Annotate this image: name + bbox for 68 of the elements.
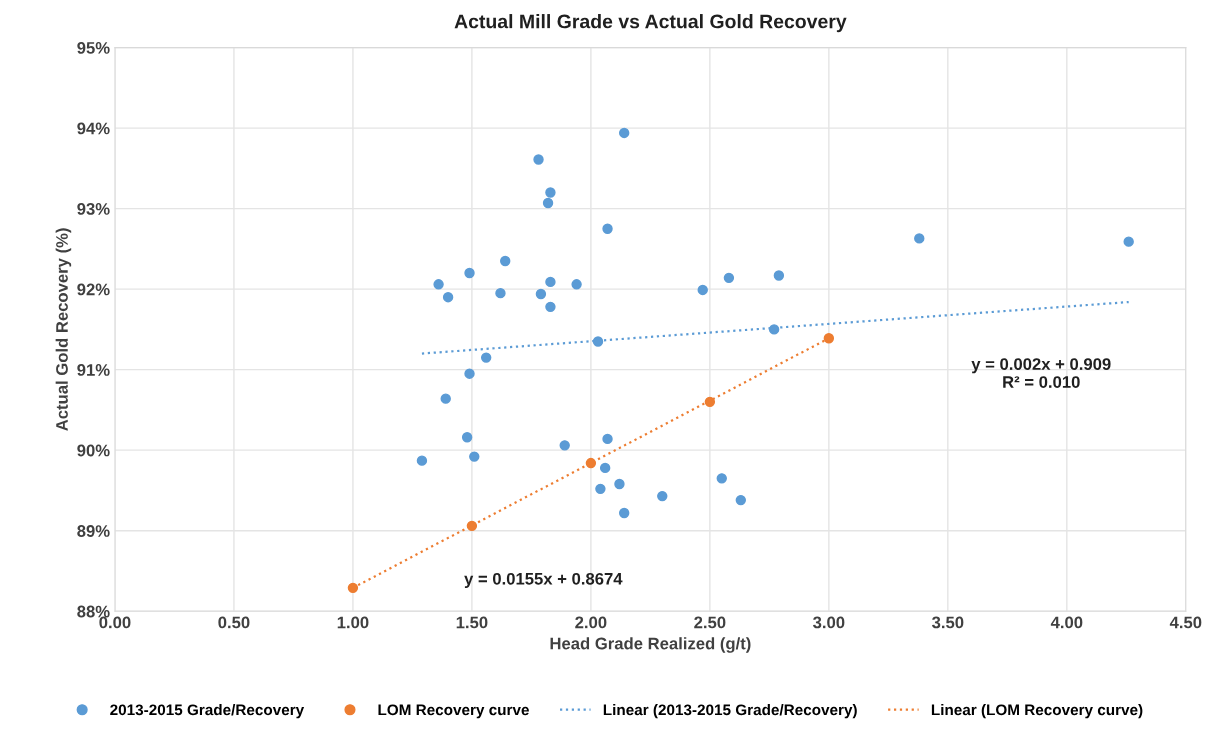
point <box>585 457 597 469</box>
x-tick-label: 3.50 <box>932 616 964 629</box>
point <box>533 154 544 165</box>
y-tick-label: 89% <box>77 525 110 537</box>
x-tick-label: 2.00 <box>575 616 607 629</box>
point <box>595 483 606 495</box>
point <box>545 276 556 288</box>
point <box>440 393 451 404</box>
legend-label: LOM Recovery curve <box>378 704 529 719</box>
point <box>657 490 668 502</box>
x-tick-label: 0.00 <box>99 616 131 629</box>
point <box>495 287 506 299</box>
point <box>773 270 785 281</box>
point <box>500 255 511 267</box>
point <box>619 127 630 139</box>
point <box>914 233 925 244</box>
y-tick-label: 92% <box>77 283 110 296</box>
legend-label: Linear (2013-2015 Grade/Recovery) <box>603 704 857 719</box>
point <box>1123 236 1134 247</box>
point <box>416 455 428 466</box>
point <box>442 291 454 303</box>
point <box>602 223 613 234</box>
point <box>433 279 444 290</box>
point <box>716 473 727 484</box>
x-tick-label: 1.00 <box>337 616 369 629</box>
point <box>480 352 492 363</box>
point <box>535 288 547 300</box>
point <box>599 462 611 474</box>
point <box>735 494 746 506</box>
point <box>704 396 716 408</box>
y-tick-label: 93% <box>77 203 110 215</box>
point <box>545 301 556 313</box>
annotation: y = 0.002x + 0.909 R² = 0.010 <box>971 358 1111 388</box>
point <box>461 432 473 443</box>
point <box>619 507 630 519</box>
x-tick-label: 2.50 <box>694 616 726 629</box>
legend-label: 2013-2015 Grade/Recovery <box>110 704 305 719</box>
point <box>466 520 478 532</box>
x-tick-label: 1.50 <box>456 616 488 629</box>
chart-title: Actual Mill Grade vs Actual Gold Recovery <box>454 14 847 33</box>
y-tick-label: 90% <box>77 444 110 457</box>
point <box>559 440 570 451</box>
point <box>464 368 475 379</box>
y-tick-label: 88% <box>77 605 110 618</box>
point <box>542 197 554 209</box>
y-tick-label: 94% <box>77 122 110 135</box>
point <box>768 324 780 335</box>
x-axis-title: Head Grade Realized (g/t) <box>550 637 751 653</box>
point <box>347 582 359 594</box>
x-tick-label: 3.00 <box>813 616 845 629</box>
point <box>545 187 556 198</box>
x-tick-label: 4.00 <box>1050 616 1083 629</box>
point <box>464 267 475 279</box>
y-tick-label: 91% <box>77 364 110 376</box>
annotation: y = 0.0155x + 0.8674 <box>464 572 623 588</box>
point <box>723 272 735 284</box>
point <box>823 333 835 344</box>
point <box>469 451 480 462</box>
point <box>614 478 625 490</box>
point <box>602 433 613 445</box>
y-axis-title: Actual Gold Recovery (%) <box>55 228 72 431</box>
legend-label: Linear (LOM Recovery curve) <box>931 704 1143 719</box>
y-tick-label: 95% <box>77 41 110 54</box>
x-tick-label: 4.50 <box>1169 616 1202 629</box>
point <box>592 336 604 347</box>
x-tick-label: 0.50 <box>218 616 250 629</box>
point <box>697 284 708 296</box>
point <box>571 279 582 290</box>
